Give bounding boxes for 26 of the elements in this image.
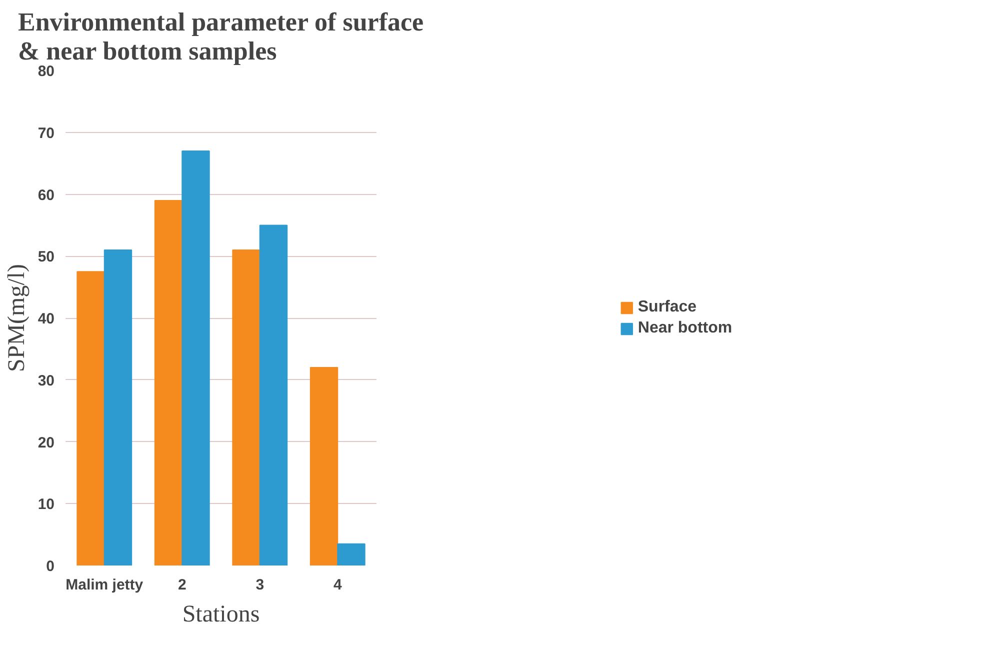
y-tick-label: 80 — [38, 63, 55, 80]
y-tick-label: 70 — [38, 124, 55, 142]
y-tick-label: 40 — [38, 310, 55, 328]
y-tick-label: 20 — [38, 434, 55, 452]
bar — [154, 200, 183, 566]
bar — [104, 249, 132, 566]
x-tick-label: 2 — [178, 576, 186, 594]
y-tick-label: 30 — [38, 372, 55, 390]
x-tick-label: Malim jetty — [66, 576, 144, 594]
y-tick-label: 10 — [38, 496, 55, 514]
legend-label: Surface — [638, 298, 697, 316]
y-tick-label: 0 — [46, 558, 54, 575]
bar — [337, 543, 366, 566]
bar — [76, 271, 105, 566]
bar — [182, 150, 210, 566]
bar — [232, 249, 260, 566]
y-tick-label: 50 — [38, 248, 55, 266]
x-tick-label: 4 — [333, 576, 342, 594]
bar — [259, 224, 288, 566]
x-tick-label: 3 — [256, 576, 264, 594]
y-axis-title: SPM(mg/l) — [4, 264, 30, 372]
x-axis-title: Stations — [182, 602, 260, 628]
chart-title: Environmental parameter of surface & near bottom samples — [18, 8, 424, 66]
y-tick-label: 60 — [38, 186, 55, 204]
legend-label: Near bottom — [638, 319, 732, 337]
bar — [310, 367, 338, 566]
